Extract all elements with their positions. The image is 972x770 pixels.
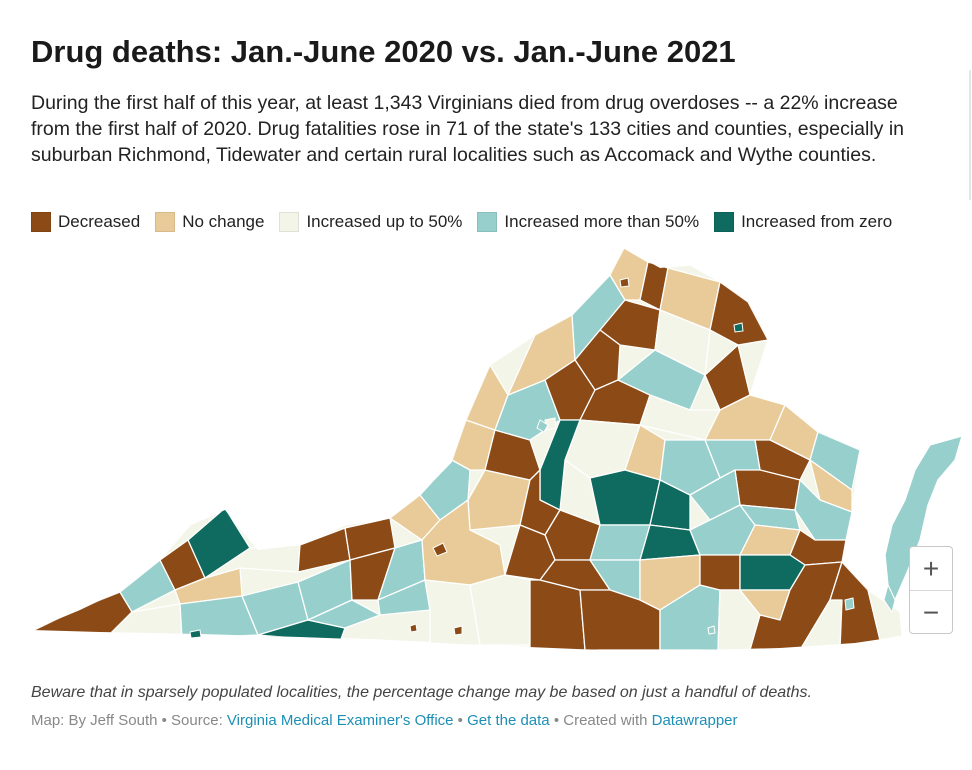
- locality-independent-city[interactable]: [432, 542, 448, 557]
- locality-accomack-county[interactable]: [884, 435, 963, 602]
- locality-pittsylvania-county[interactable]: [529, 579, 586, 650]
- zoom-out-button[interactable]: −: [922, 596, 940, 628]
- footer-separator: •: [453, 712, 468, 729]
- footer-created-with: • Created with: [549, 712, 652, 729]
- locality-independent-city[interactable]: [409, 623, 418, 633]
- locality-henry-county[interactable]: [469, 574, 531, 646]
- zoom-control: + −: [909, 546, 953, 634]
- locality-lunenburg-county[interactable]: [699, 554, 741, 591]
- chart-description: During the first half of this year, at l…: [31, 92, 905, 166]
- legend-label: Increased more than 50%: [504, 212, 700, 231]
- locality-russell-county[interactable]: [174, 567, 243, 605]
- locality-independent-city[interactable]: [707, 625, 716, 635]
- page-edge-line: [969, 70, 971, 200]
- datawrapper-link[interactable]: Datawrapper: [651, 712, 738, 729]
- footer-credits: Map: By Jeff South • Source: Virginia Me…: [31, 712, 738, 729]
- legend-label: Increased from zero: [741, 212, 893, 231]
- legend-item-increased-from-zero: Increased from zero: [714, 212, 892, 232]
- legend-swatch: [714, 212, 735, 232]
- locality-independent-city[interactable]: [844, 597, 855, 611]
- locality-fauquier-county[interactable]: [599, 299, 661, 351]
- locality-hanover-county[interactable]: [689, 469, 741, 521]
- locality-augusta-county[interactable]: [484, 429, 541, 481]
- map-note: Beware that in sparsely populated locali…: [31, 684, 812, 701]
- locality-bedford-county[interactable]: [504, 524, 556, 581]
- locality-fluvanna-county[interactable]: [589, 469, 661, 526]
- zoom-divider: [910, 590, 952, 591]
- legend-swatch: [31, 212, 51, 232]
- page-title: Drug deaths: Jan.-June 2020 vs. Jan.-Jun…: [31, 34, 736, 69]
- legend-item-increased-up-to-50: Increased up to 50%: [279, 212, 462, 232]
- locality-northampton-county[interactable]: [883, 583, 896, 614]
- locality-culpeper-county[interactable]: [617, 349, 706, 411]
- legend-label: No change: [182, 212, 265, 231]
- legend-item-increased-more-than-50: Increased more than 50%: [477, 212, 699, 232]
- locality-independent-city[interactable]: [733, 322, 744, 333]
- get-data-link[interactable]: Get the data: [467, 712, 550, 729]
- legend-label: Decreased: [58, 212, 141, 231]
- legend-swatch: [155, 212, 176, 232]
- legend-swatch: [477, 212, 498, 232]
- locality-independent-city[interactable]: [453, 625, 463, 636]
- source-link[interactable]: Virginia Medical Examiner's Office: [226, 712, 454, 729]
- zoom-in-button[interactable]: +: [922, 552, 940, 584]
- legend: Decreased No change Increased up to 50% …: [31, 212, 907, 232]
- locality-independent-city[interactable]: [536, 419, 549, 433]
- locality-arlington-county[interactable]: [709, 281, 769, 346]
- locality-independent-city[interactable]: [189, 629, 202, 639]
- footer-prefix: Map: By Jeff South • Source:: [31, 712, 227, 729]
- virginia-choropleth-map[interactable]: [0, 245, 972, 665]
- legend-label: Increased up to 50%: [306, 212, 463, 231]
- legend-item-no-change: No change: [155, 212, 264, 232]
- locality-independent-city[interactable]: [619, 277, 630, 288]
- legend-swatch: [279, 212, 300, 232]
- legend-item-decreased: Decreased: [31, 212, 140, 232]
